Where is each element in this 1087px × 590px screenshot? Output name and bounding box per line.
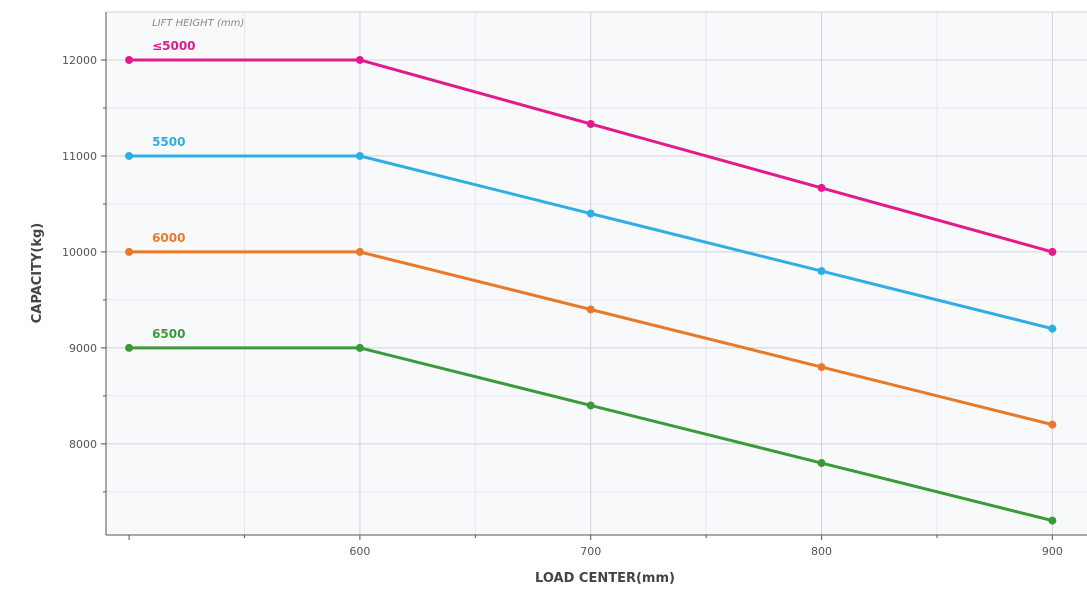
data-point xyxy=(586,401,595,410)
x-tick-label: 600 xyxy=(349,545,370,558)
series-label: 6500 xyxy=(152,327,185,341)
y-tick-label: 10000 xyxy=(62,246,97,259)
data-point xyxy=(125,247,134,256)
data-point xyxy=(355,151,364,160)
data-point xyxy=(355,55,364,64)
series-label: 6000 xyxy=(152,231,185,245)
data-point xyxy=(1048,247,1057,256)
series-label: 5500 xyxy=(152,135,185,149)
data-point xyxy=(125,55,134,64)
tick-labels: 600 700 800 900 8000 9000 10000 11000 12000 xyxy=(62,54,1063,558)
data-point xyxy=(817,267,826,276)
series-labels: ≤5000 5500 6000 6500 xyxy=(152,39,195,341)
series-lines xyxy=(125,55,1057,525)
x-tick-label: 700 xyxy=(580,545,601,558)
data-point xyxy=(1048,420,1057,429)
x-tick-label: 800 xyxy=(811,545,832,558)
data-point xyxy=(586,209,595,218)
x-axis-title: LOAD CENTER(mm) xyxy=(535,571,675,586)
data-point xyxy=(586,119,595,128)
data-point xyxy=(125,343,134,352)
y-tick-label: 12000 xyxy=(62,54,97,67)
data-point xyxy=(817,183,826,192)
data-point xyxy=(355,343,364,352)
y-tick-label: 11000 xyxy=(62,150,97,163)
y-tick-label: 9000 xyxy=(69,342,97,355)
data-point xyxy=(1048,516,1057,525)
data-point xyxy=(125,151,134,160)
plot-area xyxy=(106,12,1087,535)
series-label: ≤5000 xyxy=(152,39,195,53)
y-tick-label: 8000 xyxy=(69,438,97,451)
data-point xyxy=(817,363,826,372)
axes xyxy=(101,12,1087,540)
legend-title: LIFT HEIGHT (mm) xyxy=(152,18,244,29)
data-point xyxy=(817,459,826,468)
x-tick-label: 900 xyxy=(1042,545,1063,558)
grid-lines xyxy=(106,11,1087,535)
data-point xyxy=(586,305,595,314)
data-point xyxy=(1048,324,1057,333)
y-axis-title: CAPACITY(kg) xyxy=(30,223,45,324)
data-point xyxy=(355,247,364,256)
